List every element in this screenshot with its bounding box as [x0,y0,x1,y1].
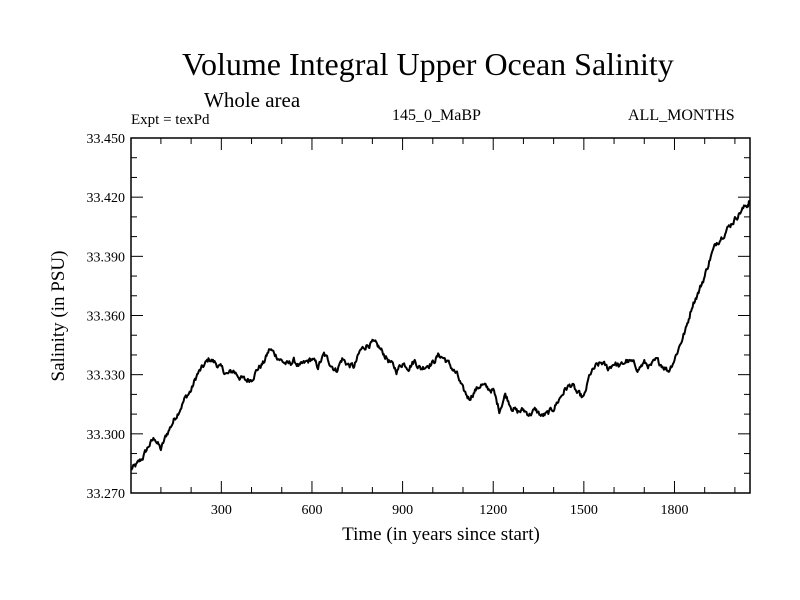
x-tick-label: 300 [211,503,232,518]
region-subtitle: Whole area [204,88,301,112]
x-tick-label: 900 [392,503,413,518]
months-label: ALL_MONTHS [628,107,735,124]
x-tick-label: 600 [301,503,322,518]
plot-frame [130,137,751,494]
x-axis-label: Time (in years since start) [342,524,540,545]
y-tick-label: 33.330 [87,369,126,384]
y-tick-label: 33.300 [87,428,126,443]
y-tick-label: 33.360 [87,310,126,325]
y-tick-label: 33.420 [87,191,126,206]
y-axis-label: Salinity (in PSU) [48,251,69,382]
x-tick-label: 1800 [660,503,688,518]
x-tick-label: 1200 [479,503,507,518]
salinity-series-line [130,200,751,471]
y-tick-label: 33.270 [87,487,126,502]
chart-title: Volume Integral Upper Ocean Salinity [182,46,674,82]
experiment-label: Expt = texPd [131,112,210,128]
y-tick-label: 33.390 [87,250,126,265]
y-tick-label: 33.450 [87,132,126,147]
run-label: 145_0_MaBP [392,107,481,124]
x-tick-label: 1500 [570,503,598,518]
